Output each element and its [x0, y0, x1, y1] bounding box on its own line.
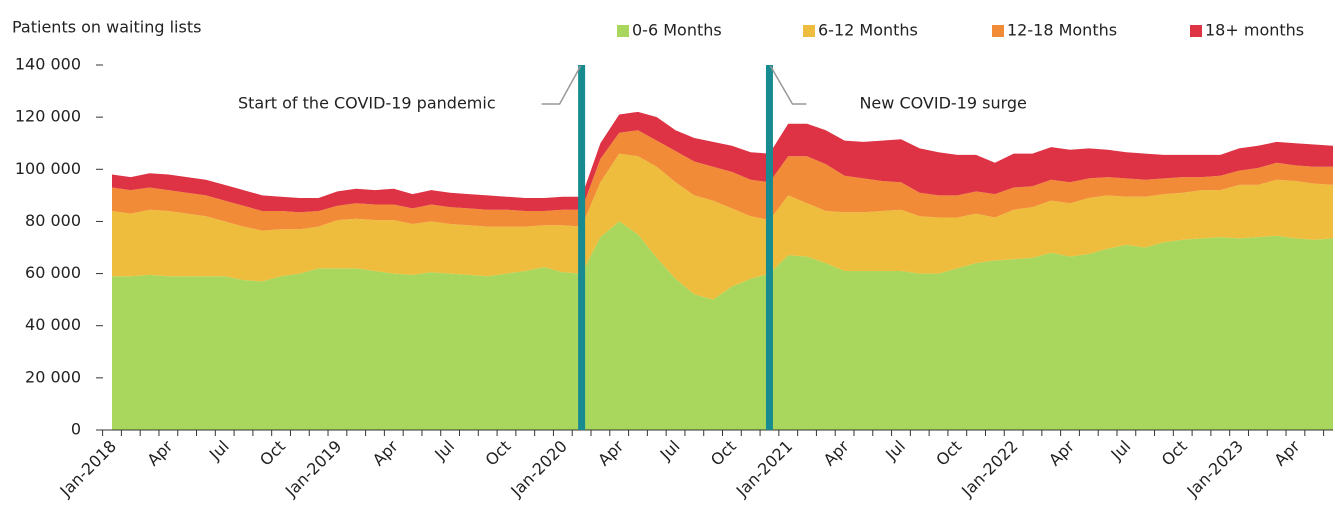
y-tick-label: 140 000 [15, 55, 81, 74]
y-tick-label: 60 000 [25, 263, 81, 282]
x-tick-label: Apr [1045, 436, 1078, 469]
area [112, 111, 1333, 213]
x-tick-label: Apr [143, 436, 176, 469]
x-tick-label: Oct [481, 437, 514, 470]
y-tick-label: 40 000 [25, 315, 81, 334]
x-tick-label: Jan-2019 [281, 437, 345, 501]
x-tick-label: Oct [256, 437, 289, 470]
y-axis-title: Patients on waiting lists [12, 18, 201, 37]
x-tick-label: Jul [430, 437, 458, 465]
x-tick-label: Jan-2023 [1183, 437, 1247, 501]
legend-label: 0-6 Months [632, 21, 722, 40]
legend-label: 12-18 Months [1007, 21, 1117, 40]
y-tick-label: 0 [71, 420, 81, 439]
x-tick-label: Apr [1270, 436, 1303, 469]
area [112, 130, 1333, 231]
legend-label: 18+ months [1205, 21, 1304, 40]
x-tick-label: Jan-2021 [732, 437, 796, 501]
legend-swatch [617, 25, 629, 37]
x-tick-label: Oct [707, 437, 740, 470]
x-tick-label: Oct [932, 437, 965, 470]
legend-swatch [992, 25, 1004, 37]
x-tick-label: Jul [881, 437, 909, 465]
x-tick-label: Jul [656, 437, 684, 465]
x-tick-label: Oct [1158, 437, 1191, 470]
y-tick-label: 120 000 [15, 107, 81, 126]
legend-label: 6-12 Months [818, 21, 918, 40]
x-tick-label: Jul [205, 437, 233, 465]
x-tick-label: Jan-2020 [506, 437, 570, 501]
x-tick-label: Jan-2022 [957, 437, 1021, 501]
leader-line [769, 65, 807, 105]
x-tick-label: Apr [594, 436, 627, 469]
legend-swatch [1190, 25, 1202, 37]
leader-line [541, 65, 582, 105]
y-tick-label: 80 000 [25, 211, 81, 230]
x-tick-label: Jul [1107, 437, 1135, 465]
legend-swatch [803, 25, 815, 37]
x-tick-label: Jan-2018 [56, 437, 120, 501]
y-tick-label: 20 000 [25, 367, 81, 386]
area [112, 153, 1333, 300]
x-tick-label: Apr [369, 436, 402, 469]
y-tick-label: 100 000 [15, 159, 81, 178]
annotation-text: New COVID-19 surge [859, 94, 1026, 113]
annotation-text: Start of the COVID-19 pandemic [238, 94, 496, 113]
x-tick-label: Apr [820, 436, 853, 469]
area [112, 221, 1333, 430]
